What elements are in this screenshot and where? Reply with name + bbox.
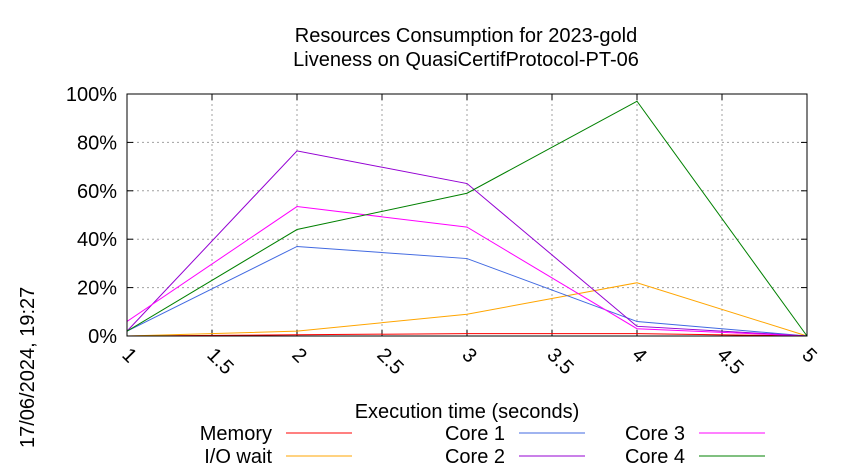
y-tick-label: 100% [66, 84, 117, 106]
chart-title-line2: Liveness on QuasiCertifProtocol-PT-06 [293, 49, 639, 71]
series-lines [126, 100, 808, 337]
x-tick-label: 4.5 [712, 344, 747, 379]
series-line-i-o-wait [126, 282, 808, 337]
y-axis-ticks: 0% 20% 40% 60% 80% 100% [66, 84, 807, 348]
legend-label-i-o-wait: I/O wait [204, 446, 272, 468]
legend-label-core-2: Core 2 [445, 446, 505, 468]
x-tick-label: 3 [457, 344, 480, 367]
series-line-memory [126, 333, 808, 337]
legend-label-core-4: Core 4 [625, 446, 685, 468]
chart-title-line1: Resources Consumption for 2023-gold [295, 25, 637, 47]
series-line-core-4 [126, 100, 808, 337]
timestamp: 17/06/2024, 19:27 [17, 287, 39, 448]
y-tick-label: 80% [77, 132, 117, 154]
series-line-core-2 [126, 150, 808, 337]
x-tick-label: 4 [627, 344, 650, 367]
legend-label-core-1: Core 1 [445, 423, 505, 445]
x-tick-label: 5 [797, 344, 820, 367]
x-tick-label: 1.5 [202, 344, 237, 379]
y-tick-label: 60% [77, 181, 117, 203]
x-tick-label: 1 [117, 344, 140, 367]
y-tick-label: 0% [88, 326, 117, 348]
y-tick-label: 40% [77, 229, 117, 251]
x-tick-label: 2 [287, 344, 310, 367]
x-axis-label: Execution time (seconds) [355, 401, 580, 423]
series-line-core-3 [126, 206, 808, 337]
legend-label-memory: Memory [200, 423, 272, 445]
x-tick-label: 2.5 [372, 344, 407, 379]
grid [127, 94, 807, 336]
x-tick-label: 3.5 [542, 344, 577, 379]
series-line-core-1 [126, 245, 808, 337]
y-tick-label: 20% [77, 278, 117, 300]
plot-frame [126, 93, 808, 337]
legend-label-core-3: Core 3 [625, 423, 685, 445]
